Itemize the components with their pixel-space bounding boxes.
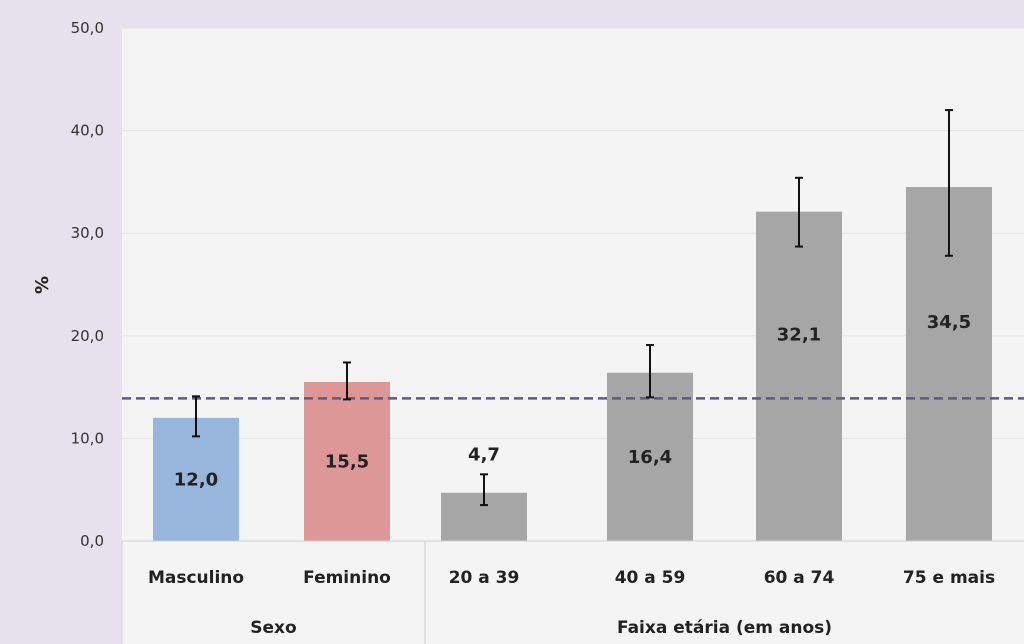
x-category-label: Feminino — [303, 568, 391, 588]
x-group-label: Sexo — [250, 618, 296, 638]
x-category-label: 20 a 39 — [449, 568, 520, 588]
y-tick-label: 40,0 — [71, 122, 104, 140]
x-category-label: Masculino — [148, 568, 244, 588]
y-tick-label: 10,0 — [71, 429, 104, 447]
x-category-label: 75 e mais — [903, 568, 995, 588]
x-axis: Masculino Feminino 20 a 39 40 a 59 60 a 74 75… — [121, 540, 1024, 644]
y-axis-ticks: 0,0 10,0 20,0 30,0 40,0 50,0 — [71, 19, 104, 550]
bar-value-label: 15,5 — [325, 451, 369, 472]
bar-value-label: 16,4 — [628, 447, 672, 468]
bar — [607, 372, 693, 541]
x-group-label: Faixa etária (em anos) — [617, 618, 832, 638]
bar — [304, 381, 390, 541]
y-tick-label: 30,0 — [71, 224, 104, 242]
bars — [153, 187, 992, 542]
bar-value-label: 34,5 — [927, 312, 971, 333]
y-axis-label: % — [32, 276, 53, 294]
y-tick-label: 0,0 — [80, 532, 104, 550]
bar-value-labels: 12,0 15,5 4,7 16,4 32,1 34,5 — [174, 312, 971, 490]
bar-value-label: 12,0 — [174, 469, 218, 490]
y-tick-label: 50,0 — [71, 19, 104, 37]
bar — [153, 417, 239, 541]
x-category-label: 60 a 74 — [764, 568, 835, 588]
gridlines — [122, 27, 1024, 439]
bar-value-label: 4,7 — [468, 444, 500, 465]
y-tick-label: 20,0 — [71, 327, 104, 345]
x-category-label: 40 a 59 — [615, 568, 686, 588]
bar-value-label: 32,1 — [777, 324, 821, 345]
error-bars — [192, 109, 953, 507]
bar — [756, 211, 842, 542]
